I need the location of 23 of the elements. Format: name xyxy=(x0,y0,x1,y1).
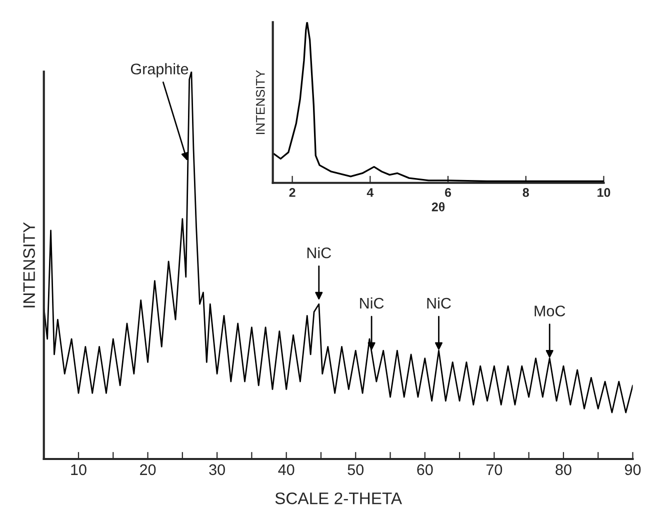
x-tick-label: 70 xyxy=(486,464,502,476)
x-tick-label: 8 xyxy=(522,188,529,197)
y-axis-title: INTENSITY xyxy=(256,70,265,134)
x-tick-label: 10 xyxy=(598,188,610,197)
annotation: NiC xyxy=(307,247,332,258)
x-tick-label: 90 xyxy=(624,464,641,476)
annotation: Graphite xyxy=(130,63,188,78)
x-tick-label: 6 xyxy=(444,188,452,197)
x-tick-label: 30 xyxy=(209,464,225,476)
annotation: NiC xyxy=(427,297,451,309)
x-tick-label: 40 xyxy=(278,464,294,476)
x-axis-title: SCALE 2-THETA xyxy=(275,492,402,504)
x-tick-label: 20 xyxy=(140,464,156,476)
annotation: NiC xyxy=(360,297,384,309)
y-axis-title: INTENSITY xyxy=(23,222,36,308)
x-tick-label: 50 xyxy=(348,464,364,476)
annotation: MoC xyxy=(534,306,566,316)
x-axis-title: 2θ xyxy=(432,202,445,212)
x-tick-label: 60 xyxy=(417,464,433,476)
x-tick-label: 2 xyxy=(289,188,296,197)
x-tick-label: 4 xyxy=(366,188,374,197)
x-tick-label: 10 xyxy=(71,464,86,476)
x-tick-label: 80 xyxy=(556,464,572,476)
